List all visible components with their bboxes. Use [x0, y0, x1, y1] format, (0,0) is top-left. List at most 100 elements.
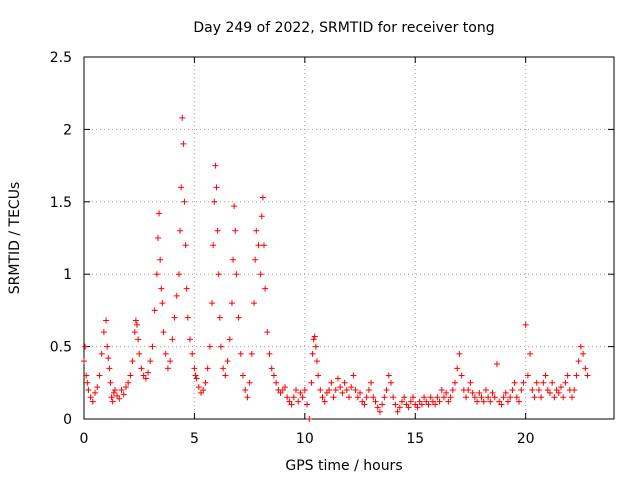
data-point: [215, 271, 222, 278]
data-point: [564, 372, 571, 379]
data-point: [370, 394, 377, 401]
data-point: [264, 329, 271, 336]
data-point: [100, 329, 107, 336]
data-point: [96, 372, 103, 379]
data-point: [162, 350, 169, 357]
data-point: [206, 343, 213, 350]
data-point: [135, 336, 142, 343]
data-point: [145, 369, 152, 376]
data-point: [228, 300, 235, 307]
data-point: [531, 394, 538, 401]
data-point: [195, 384, 202, 391]
data-point: [328, 379, 335, 386]
data-point: [334, 375, 341, 382]
data-point: [387, 379, 394, 386]
data-point: [142, 375, 149, 382]
data-point: [258, 213, 265, 220]
data-point: [260, 242, 267, 249]
data-point: [226, 336, 233, 343]
data-point: [231, 203, 238, 210]
x-tick-label: 5: [190, 431, 199, 447]
data-point: [281, 384, 288, 391]
data-point: [181, 198, 188, 205]
y-tick-label: 1: [63, 267, 72, 283]
data-point: [202, 379, 209, 386]
data-point: [489, 389, 496, 396]
data-point: [217, 343, 224, 350]
data-point: [524, 372, 531, 379]
data-point: [533, 379, 540, 386]
plot-frame: [83, 56, 615, 420]
data-point: [569, 394, 576, 401]
data-point: [179, 114, 186, 121]
data-point: [169, 336, 176, 343]
data-point: [230, 256, 237, 263]
data-point: [507, 394, 514, 401]
y-tick-labels: 0 0.5 1 1.5 2 2.5: [50, 50, 72, 428]
y-tick-label: 0: [63, 412, 72, 428]
data-point: [183, 285, 190, 292]
data-point: [248, 350, 255, 357]
data-point: [129, 358, 136, 365]
data-point: [485, 394, 492, 401]
data-point: [509, 387, 516, 394]
data-point: [175, 271, 182, 278]
data-point: [244, 394, 251, 401]
data-point: [120, 391, 127, 398]
data-point: [321, 398, 328, 405]
x-axis-label: GPS time / hours: [285, 458, 402, 474]
data-point: [354, 394, 361, 401]
data-point: [255, 242, 262, 249]
data-point: [232, 227, 239, 234]
data-point: [471, 394, 478, 401]
data-point: [103, 317, 110, 324]
data-point: [180, 140, 187, 147]
data-point: [558, 384, 564, 391]
data-point: [262, 285, 269, 292]
data-point: [204, 365, 211, 372]
data-point: [535, 387, 542, 394]
data-point: [173, 292, 180, 299]
data-point: [538, 394, 545, 401]
data-point: [385, 372, 392, 379]
data-point: [313, 358, 320, 365]
data-point: [383, 387, 390, 394]
data-point: [308, 379, 315, 386]
data-point: [253, 227, 260, 234]
data-point: [171, 314, 178, 321]
y-tick-label: 2.5: [50, 50, 72, 66]
data-point: [458, 372, 465, 379]
data-point: [178, 184, 185, 191]
data-point: [182, 242, 189, 249]
data-point: [319, 394, 326, 401]
data-point: [240, 372, 246, 379]
data-point: [81, 358, 87, 365]
data-point: [136, 350, 143, 357]
data-point: [478, 394, 485, 401]
data-point: [555, 389, 562, 396]
data-point: [390, 394, 397, 401]
data-point: [465, 387, 472, 394]
data-point: [212, 162, 219, 169]
data-point: [452, 379, 458, 386]
data-point: [427, 394, 434, 401]
x-tick-label: 20: [517, 431, 535, 447]
data-point: [304, 401, 311, 408]
data-point: [405, 404, 412, 411]
data-point: [394, 408, 401, 415]
data-point: [469, 389, 476, 396]
data-point: [301, 387, 308, 394]
data-point: [480, 398, 487, 405]
data-point: [242, 387, 249, 394]
data-point: [92, 389, 99, 396]
data-point: [105, 355, 112, 362]
data-point: [549, 379, 556, 386]
data-point: [94, 384, 101, 391]
data-point: [306, 416, 313, 422]
data-point: [374, 404, 381, 411]
data-point: [138, 365, 145, 372]
data-point: [98, 350, 105, 357]
data-point: [407, 398, 414, 405]
chart-title: Day 249 of 2022, SRMTID for receiver ton…: [193, 20, 494, 36]
x-tick-labels: 0 5 10 15 20: [80, 431, 535, 447]
